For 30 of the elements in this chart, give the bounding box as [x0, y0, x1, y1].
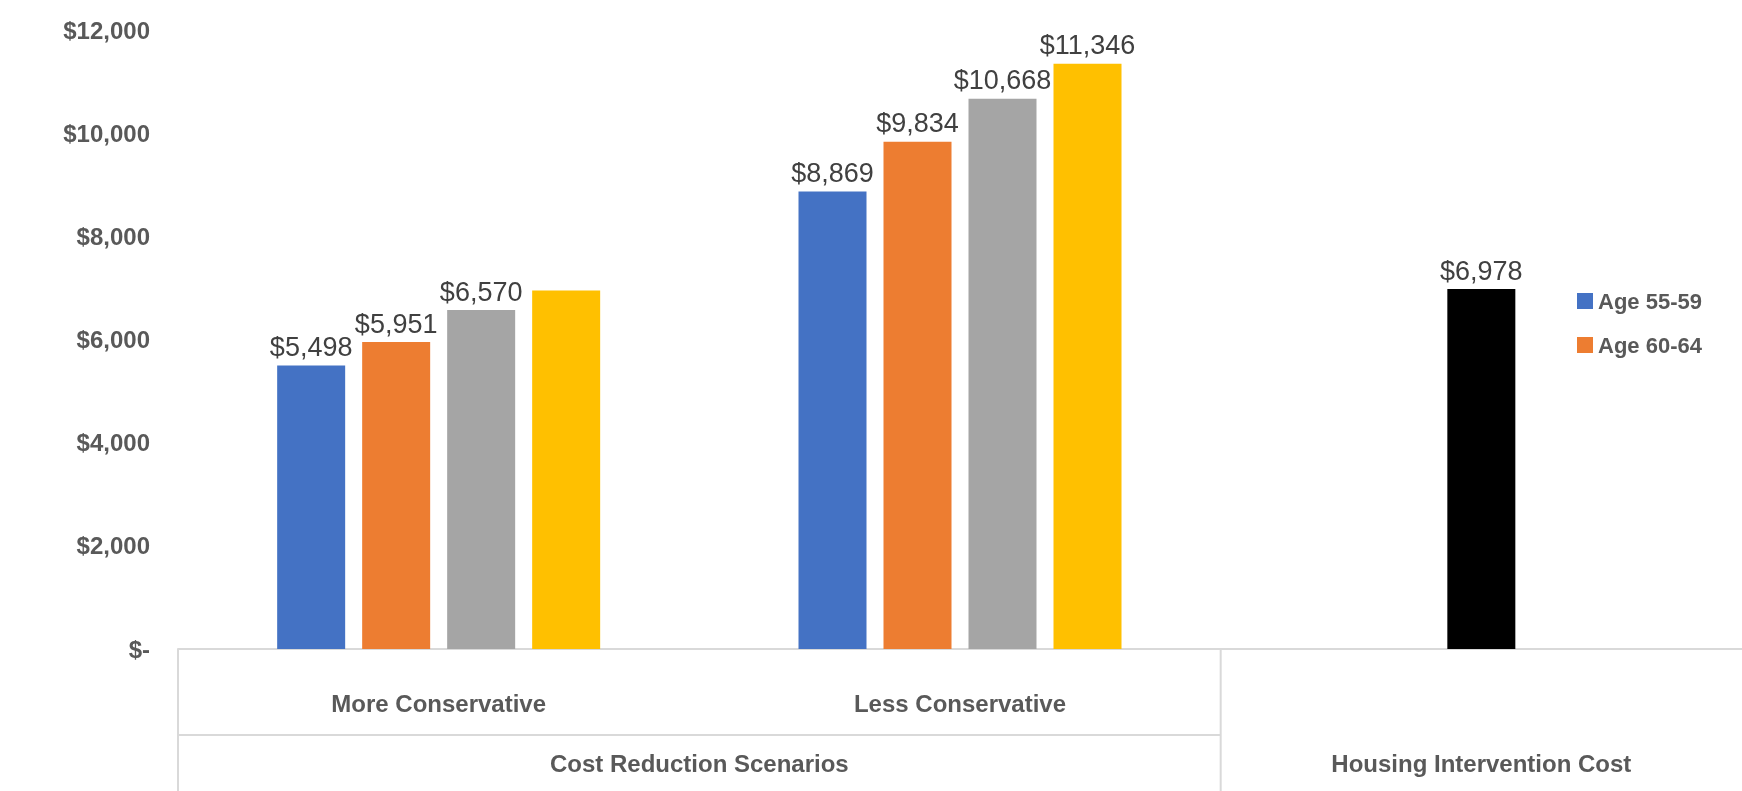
bar [798, 191, 867, 649]
legend-label: Age 60-64 [1598, 332, 1703, 358]
x-tick-label: More Conservative [331, 689, 547, 717]
x-tick-label: Less Conservative [853, 689, 1067, 717]
data-label: $8,869 [791, 158, 874, 189]
y-tick-label: $6,000 [76, 326, 150, 353]
y-tick-label: $10,000 [63, 119, 150, 147]
y-tick-label: $8,000 [76, 222, 150, 250]
text: Housing Intervention Cost [1331, 749, 1632, 777]
y-tick-label: $4,000 [76, 429, 150, 457]
data-label: $5,951 [354, 308, 438, 339]
data-label: $10,668 [953, 65, 1052, 96]
y-tick-label: $2,000 [76, 532, 150, 560]
data-label: $9,834 [876, 108, 959, 139]
bar [1447, 289, 1516, 649]
data-label: $5,498 [269, 331, 353, 362]
bar [277, 365, 346, 649]
bar [447, 310, 516, 649]
bar [362, 342, 431, 649]
bar [1053, 63, 1122, 649]
bar [532, 290, 601, 649]
bar [883, 141, 952, 649]
text: Cost Reduction Scenarios [549, 749, 849, 777]
data-label: $6,570 [439, 276, 523, 307]
data-label: $6,978 [1440, 255, 1523, 286]
data-label: $11,346 [1039, 30, 1136, 61]
legend-label: Age 55-59 [1598, 288, 1702, 314]
y-tick-label: $- [128, 635, 150, 663]
bar [968, 98, 1037, 649]
y-tick-label: $12,000 [63, 16, 150, 44]
